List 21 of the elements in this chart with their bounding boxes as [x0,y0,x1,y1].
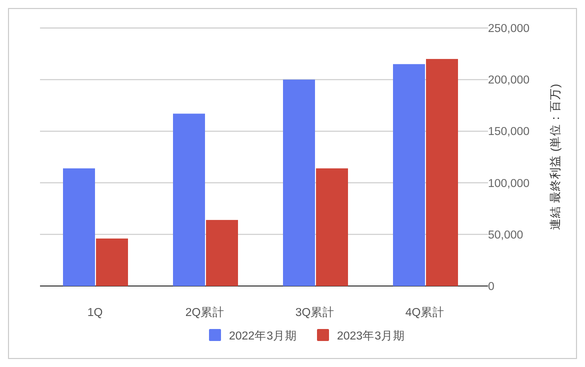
legend-label: 2022年3月期 [229,330,297,342]
y-axis-title: 連結 最終利益 (単位：百万) [549,84,562,230]
legend-label: 2023年3月期 [337,330,405,342]
x-tick-label: 3Q累計 [295,305,335,319]
y-tick-label: 200,000 [488,74,530,87]
y-tick-label: 50,000 [488,229,524,242]
bar [316,168,348,286]
x-tick-label: 2Q累計 [185,305,225,319]
bar [206,220,238,286]
bar [63,168,95,286]
bar [96,238,128,286]
bar [173,114,205,286]
y-tick-label: 150,000 [488,126,530,138]
bar [283,80,315,286]
x-tick-label: 1Q [87,307,103,319]
bar [393,64,425,286]
bar [426,58,458,286]
y-tick-label: 100,000 [488,178,530,190]
x-tick-label: 4Q累計 [405,305,445,319]
y-tick-label: 250,000 [488,23,530,35]
y-tick-label: 0 [488,281,494,293]
